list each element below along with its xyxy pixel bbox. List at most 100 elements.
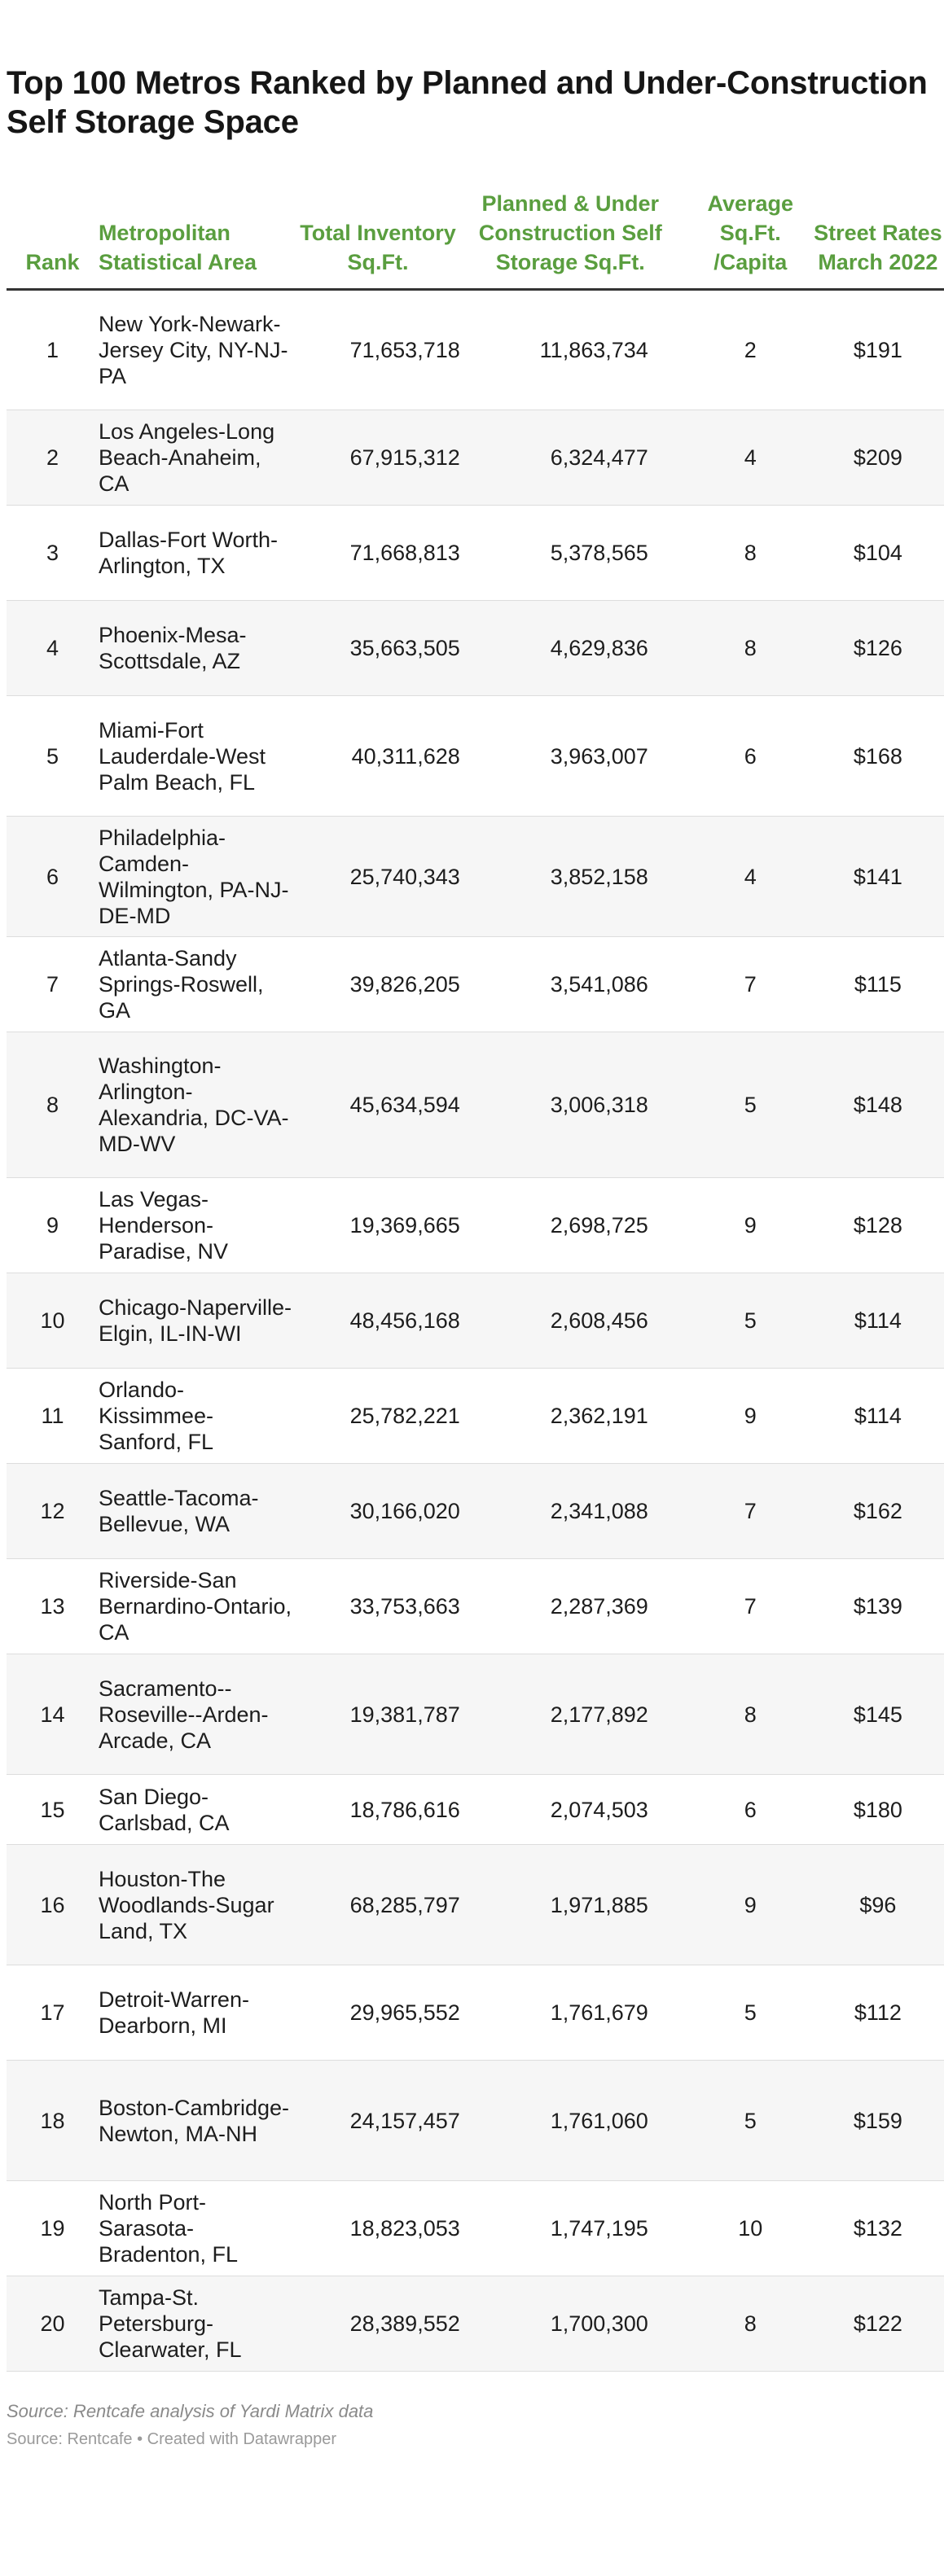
table-row: 7 Atlanta-Sandy Springs-Roswell, GA 39,826… bbox=[7, 937, 944, 1032]
cell-avg-per-capita: 5 bbox=[744, 2000, 757, 2025]
column-header-total-inventory[interactable]: Total Inventory Sq.Ft. bbox=[300, 221, 456, 274]
cell-planned: 1,761,060 bbox=[550, 2108, 648, 2133]
column-header-rank[interactable]: Rank bbox=[25, 250, 80, 274]
cell-rank: 14 bbox=[40, 1702, 65, 1727]
cell-planned: 2,362,191 bbox=[550, 1404, 648, 1428]
cell-avg-per-capita: 9 bbox=[744, 1892, 757, 1917]
cell-rank: 16 bbox=[40, 1892, 65, 1917]
column-header-avg-per-capita[interactable]: Average Sq.Ft. /Capita bbox=[707, 191, 794, 274]
cell-total-inventory: 40,311,628 bbox=[351, 743, 460, 769]
cell-street-rate: $96 bbox=[859, 1892, 897, 1917]
cell-street-rate: $191 bbox=[853, 338, 902, 362]
cell-street-rate: $132 bbox=[853, 2216, 902, 2241]
cell-avg-per-capita: 5 bbox=[744, 1308, 757, 1333]
cell-planned: 3,006,318 bbox=[550, 1093, 648, 1117]
cell-avg-per-capita: 6 bbox=[744, 1797, 757, 1822]
cell-msa: Houston-The Woodlands-Sugar Land, TX bbox=[98, 1866, 274, 1943]
cell-msa: Philadelphia-Camden-Wilmington, PA-NJ-DE… bbox=[98, 825, 289, 928]
cell-street-rate: $139 bbox=[853, 1594, 902, 1619]
cell-rank: 1 bbox=[46, 338, 59, 362]
cell-total-inventory: 19,381,787 bbox=[349, 1702, 460, 1727]
cell-street-rate: $126 bbox=[853, 636, 902, 660]
table-row: 8 Washington-Arlington-Alexandria, DC-VA-… bbox=[7, 1032, 944, 1178]
cell-planned: 1,747,195 bbox=[550, 2216, 648, 2241]
data-table: Rank Metropolitan Statistical Area Total… bbox=[7, 189, 944, 2372]
cell-planned: 2,698,725 bbox=[550, 1213, 648, 1238]
cell-rank: 12 bbox=[40, 1499, 65, 1523]
cell-avg-per-capita: 8 bbox=[744, 2311, 757, 2336]
table-row: 16 Houston-The Woodlands-Sugar Land, TX 68… bbox=[7, 1844, 944, 1965]
table-row: 17 Detroit-Warren-Dearborn, MI 29,965,552 1… bbox=[7, 1965, 944, 2061]
cell-planned: 4,629,836 bbox=[550, 636, 648, 660]
table-row: 11 Orlando-Kissimmee-Sanford, FL 25,782,22… bbox=[7, 1369, 944, 1464]
cell-planned: 2,287,369 bbox=[550, 1594, 648, 1619]
cell-rank: 19 bbox=[40, 2216, 65, 2241]
cell-planned: 1,971,885 bbox=[550, 1892, 648, 1917]
cell-avg-per-capita: 10 bbox=[738, 2216, 763, 2241]
cell-rank: 13 bbox=[40, 1594, 65, 1619]
credit-line: Source: Rentcafe • Created with Datawrap… bbox=[7, 2430, 336, 2448]
cell-msa: Detroit-Warren-Dearborn, MI bbox=[98, 1987, 249, 2038]
column-header-planned[interactable]: Planned & Under Construction Self Storag… bbox=[478, 191, 662, 274]
cell-avg-per-capita: 8 bbox=[744, 541, 757, 565]
cell-rank: 3 bbox=[46, 541, 59, 565]
cell-street-rate: $162 bbox=[853, 1499, 902, 1523]
cell-msa: Washington-Arlington-Alexandria, DC-VA-M… bbox=[98, 1054, 289, 1156]
cell-rank: 2 bbox=[46, 445, 59, 470]
cell-avg-per-capita: 8 bbox=[744, 636, 757, 660]
cell-street-rate: $115 bbox=[854, 972, 902, 997]
cell-msa: Phoenix-Mesa-Scottsdale, AZ bbox=[98, 623, 247, 673]
cell-planned: 2,608,456 bbox=[550, 1308, 648, 1333]
cell-street-rate: $141 bbox=[853, 864, 902, 889]
cell-total-inventory: 18,823,053 bbox=[349, 2216, 460, 2241]
cell-street-rate: $112 bbox=[854, 2000, 902, 2025]
cell-rank: 18 bbox=[40, 2108, 65, 2133]
cell-planned: 5,378,565 bbox=[550, 541, 648, 565]
table-row: 14 Sacramento--Roseville--Arden-Arcade, C… bbox=[7, 1654, 944, 1775]
cell-msa: Chicago-Naperville-Elgin, IL-IN-WI bbox=[98, 1295, 292, 1346]
cell-avg-per-capita: 5 bbox=[744, 1093, 757, 1117]
cell-rank: 8 bbox=[46, 1093, 59, 1117]
cell-rank: 11 bbox=[41, 1404, 64, 1428]
cell-msa: Atlanta-Sandy Springs-Roswell, GA bbox=[98, 946, 264, 1023]
cell-planned: 6,324,477 bbox=[550, 445, 648, 470]
table-row: 20 Tampa-St. Petersburg-Clearwater, FL 28,… bbox=[7, 2276, 944, 2372]
column-header-msa[interactable]: Metropolitan Statistical Area bbox=[98, 221, 257, 274]
cell-avg-per-capita: 2 bbox=[744, 338, 757, 362]
cell-rank: 17 bbox=[40, 2000, 65, 2025]
column-header-street-rates[interactable]: Street Rates March 2022 bbox=[814, 221, 942, 274]
cell-street-rate: $145 bbox=[853, 1702, 902, 1727]
cell-total-inventory: 25,782,221 bbox=[349, 1404, 460, 1428]
table-row: 12 Seattle-Tacoma-Bellevue, WA 30,166,020 2… bbox=[7, 1463, 944, 1559]
cell-msa: North Port-Sarasota-Bradenton, FL bbox=[98, 2190, 239, 2267]
cell-street-rate: $114 bbox=[854, 1308, 902, 1333]
cell-msa: Sacramento--Roseville--Arden-Arcade, CA bbox=[98, 1676, 269, 1753]
cell-msa: Riverside-San Bernardino-Ontario, CA bbox=[98, 1568, 292, 1645]
cell-total-inventory: 45,634,594 bbox=[349, 1093, 460, 1117]
cell-avg-per-capita: 8 bbox=[744, 1702, 757, 1727]
cell-msa: Los Angeles-Long Beach-Anaheim, CA bbox=[98, 419, 275, 496]
cell-rank: 15 bbox=[40, 1797, 65, 1822]
cell-planned: 1,700,300 bbox=[550, 2311, 648, 2336]
cell-msa: San Diego-Carlsbad, CA bbox=[98, 1784, 230, 1835]
cell-avg-per-capita: 6 bbox=[744, 743, 757, 769]
cell-msa: Tampa-St. Petersburg-Clearwater, FL bbox=[98, 2285, 242, 2362]
table-row: 10 Chicago-Naperville-Elgin, IL-IN-WI 48,4… bbox=[7, 1273, 944, 1369]
cell-rank: 20 bbox=[40, 2311, 65, 2336]
cell-msa: Dallas-Fort Worth-Arlington, TX bbox=[98, 528, 278, 578]
cell-planned: 3,963,007 bbox=[550, 743, 648, 769]
chart-title: Top 100 Metros Ranked by Planned and Und… bbox=[7, 65, 928, 140]
cell-total-inventory: 48,456,168 bbox=[349, 1308, 460, 1333]
source-note: Source: Rentcafe analysis of Yardi Matri… bbox=[7, 2401, 374, 2421]
cell-total-inventory: 33,753,663 bbox=[349, 1594, 460, 1619]
cell-msa: Boston-Cambridge-Newton, MA-NH bbox=[98, 2095, 290, 2146]
cell-msa: Las Vegas-Henderson-Paradise, NV bbox=[98, 1187, 229, 1264]
cell-rank: 7 bbox=[46, 972, 59, 997]
cell-planned: 3,541,086 bbox=[550, 972, 648, 997]
cell-street-rate: $209 bbox=[853, 445, 902, 470]
cell-avg-per-capita: 9 bbox=[744, 1404, 757, 1428]
cell-avg-per-capita: 7 bbox=[744, 972, 757, 997]
table-row: 5 Miami-Fort Lauderdale-West Palm Beach, … bbox=[7, 696, 944, 817]
cell-total-inventory: 68,285,797 bbox=[349, 1892, 460, 1917]
cell-street-rate: $122 bbox=[853, 2311, 902, 2336]
